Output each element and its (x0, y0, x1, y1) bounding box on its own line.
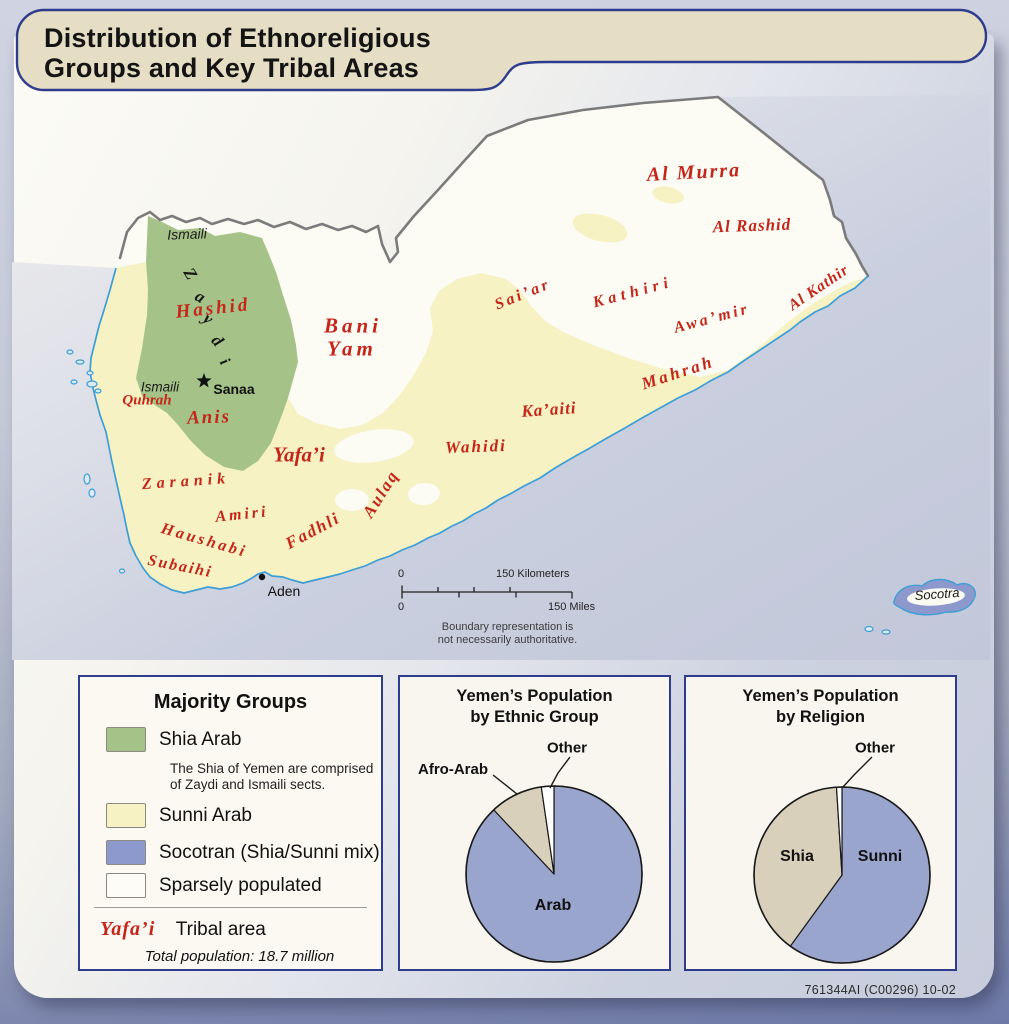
sparsely-populated-swatch (106, 873, 146, 898)
map-label-amiri: Amiri (214, 503, 270, 526)
offshore-islands (66, 349, 891, 635)
other-callout-line (549, 756, 571, 789)
legend-majority-groups: Majority Groups Shia Arab The Shia of Ye… (78, 675, 383, 971)
title-banner (15, 8, 988, 92)
legend-row-sparsely-populated: Sparsely populated (106, 873, 322, 898)
legend-divider (94, 907, 367, 908)
map-label-sai-ar: Sai’ar (492, 275, 554, 314)
legend-row-sunni-arab: Sunni Arab (106, 803, 252, 828)
map-label-kathiri: Kathiri (590, 273, 675, 312)
map-label-ismaili: Ismaili (140, 379, 180, 395)
tribal-area-example: Yafa’i (100, 918, 156, 940)
sea-region (12, 95, 990, 660)
scale-mi-label: 150 Miles (548, 601, 596, 613)
other-callout-line (842, 756, 873, 788)
pie-label-afro-arab: Afro-Arab (418, 761, 488, 778)
pie-label-arab: Arab (534, 897, 572, 914)
sanaa-star-marker (196, 373, 212, 388)
map-label-quhrah: Quhrah (122, 392, 172, 409)
map-label-bani: Bani (323, 313, 383, 338)
legend-title: Majority Groups (153, 691, 308, 713)
sunni-patch (572, 213, 628, 243)
map-label-yafa-i: Yafa’i (273, 442, 325, 467)
sunni-patch (652, 186, 684, 204)
title-banner-shape (15, 8, 988, 92)
legend-label-socotran: Socotran (Shia/Sunni mix) (159, 841, 380, 863)
map-scale-bar: 0 150 Kilometers 0 150 Miles (396, 568, 626, 624)
religion-pie-title: Yemen’s Population by Religion (742, 687, 899, 726)
map-label-z: Z (179, 264, 202, 284)
map-label-mahrah: Mahrah (638, 351, 717, 394)
total-population: Total population: 18.7 million (144, 948, 335, 965)
map-label-fadhli: Fadhli (282, 508, 344, 553)
socotran-swatch (106, 840, 146, 865)
pie-label-other: Other (854, 739, 896, 757)
map-label-sanaa: Sanaa (213, 381, 255, 397)
sparse-patch (408, 482, 440, 506)
scale-mi-zero: 0 (398, 601, 405, 613)
map-label-subaihi: Subaihi (146, 551, 214, 582)
religion-pie-panel: Yemen’s Population by Religion Shia Sunn… (684, 675, 957, 971)
map-label-hashid: Hashid (174, 294, 252, 323)
pie-label-sunni: Sunni (857, 848, 903, 865)
sparse-patch (335, 489, 369, 511)
map-label-aulaq: Aulaq (358, 466, 403, 522)
map-label-al-rashid: Al Rashid (712, 214, 792, 237)
map-label-awa-mir: Awa’mir (672, 300, 752, 337)
boundary-note: Boundary representation is not necessari… (437, 621, 578, 646)
legend-row-socotran: Socotran (Shia/Sunni mix) (106, 840, 380, 865)
map-label-wahidi: Wahidi (444, 435, 508, 458)
ethnic-pie-panel: Yemen’s Population by Ethnic Group Afro-… (398, 675, 671, 971)
sunni-arab-region (90, 262, 868, 593)
page-title: Distribution of Ethnoreligious Groups an… (44, 23, 431, 83)
pie-label-other: Other (546, 739, 588, 757)
ethnic-pie-chart (465, 756, 643, 963)
ethnic-pie-title: Yemen’s Population by Ethnic Group (456, 687, 613, 726)
shia-arab-region (136, 216, 298, 471)
scale-km-label: 150 Kilometers (496, 568, 570, 580)
scale-bar-ticks (401, 585, 573, 599)
socotra-label-band (907, 588, 965, 606)
map-label-i: i (216, 355, 233, 369)
map-label-anis: Anis (186, 406, 232, 429)
legend-label-sparsely-populated: Sparsely populated (159, 874, 322, 896)
map-label-d: d (207, 331, 228, 351)
coastline (89, 267, 869, 594)
map-label-ka-aiti: Ka’aiti (520, 398, 578, 421)
legend-shia-note: The Shia of Yemen are comprised of Zaydi… (170, 761, 374, 792)
legend-label-shia-arab: Shia Arab (159, 728, 242, 750)
scale-km-zero: 0 (398, 568, 405, 580)
map-label-aden: Aden (267, 583, 301, 599)
country-border-line (118, 95, 870, 278)
tribal-area-label: Tribal area (175, 919, 266, 940)
legend-label-sunni-arab: Sunni Arab (159, 804, 252, 826)
map-label-zaranik: Zaranik (141, 469, 231, 494)
pie-label-shia: Shia (780, 848, 814, 865)
map-credit-number: 761344AI (C00296) 10-02 (804, 983, 956, 997)
legend-tribal-area-row: Yafa’i Tribal area (100, 918, 266, 941)
religion-pie-chart (753, 756, 931, 964)
map-label-socotra: Socotra (914, 584, 960, 604)
map-label-al-murra: Al Murra (646, 159, 742, 186)
sunni-arab-swatch (106, 803, 146, 828)
legend-row-shia-arab: Shia Arab (106, 727, 241, 752)
shia-arab-swatch (106, 727, 146, 752)
aden-dot-marker (258, 573, 266, 581)
map-label-yam: Yam (327, 336, 377, 361)
map-label-ismaili: Ismaili (166, 225, 208, 243)
sparse-patch (334, 429, 414, 463)
map-label-al-kathir: Al Kathir (785, 261, 853, 314)
yemen-map (12, 95, 990, 660)
afro-arab-callout-line (492, 774, 518, 795)
